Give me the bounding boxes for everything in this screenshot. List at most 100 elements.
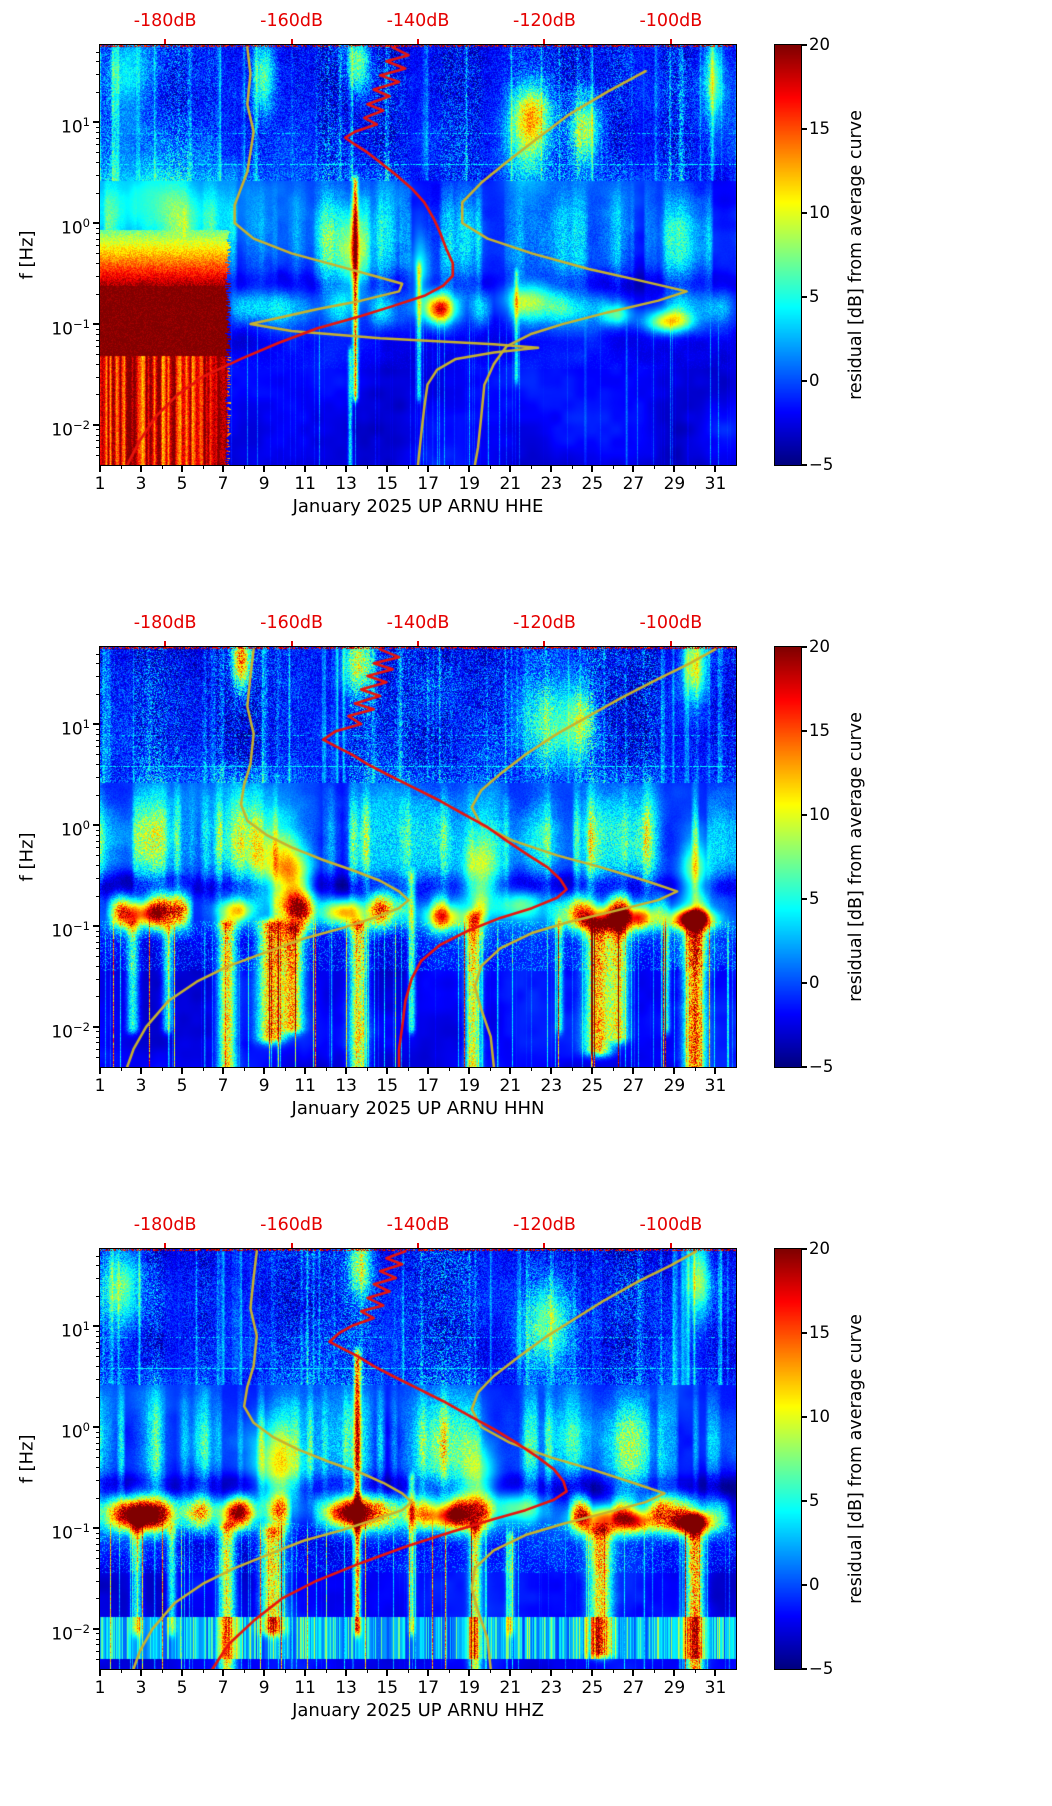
x-axis-tick bbox=[714, 1670, 717, 1676]
y-axis-minor-tick bbox=[96, 1543, 100, 1545]
y-axis-minor-tick bbox=[96, 1633, 100, 1635]
x-axis-minor-tick bbox=[448, 466, 450, 469]
colorbar-tick bbox=[802, 730, 807, 732]
x-tick-label: 17 bbox=[417, 1678, 440, 1698]
colorbar-tick bbox=[802, 464, 807, 466]
y-axis-minor-tick bbox=[96, 1638, 100, 1640]
colorbar-tick bbox=[802, 380, 807, 382]
x-axis-minor-tick bbox=[489, 466, 491, 469]
x-tick-label: 9 bbox=[258, 1076, 270, 1096]
x-axis-minor-tick bbox=[325, 1670, 327, 1673]
y-tick-label: 10−1 bbox=[51, 1520, 90, 1544]
y-axis-minor-tick bbox=[96, 333, 100, 335]
x-axis-tick bbox=[591, 1670, 594, 1676]
x-axis-tick bbox=[386, 1068, 389, 1074]
x-axis-tick bbox=[140, 1068, 143, 1074]
x-tick-label: 3 bbox=[135, 474, 147, 494]
y-axis-minor-tick bbox=[96, 1532, 100, 1534]
x-axis-tick bbox=[673, 466, 676, 472]
x-axis-tick bbox=[509, 1068, 512, 1074]
x-axis-minor-tick bbox=[571, 1670, 573, 1673]
y-axis-minor-tick bbox=[96, 434, 100, 436]
y-tick-label: 101 bbox=[61, 717, 90, 740]
y-axis-minor-tick bbox=[96, 263, 100, 265]
y-axis-tick bbox=[93, 1325, 100, 1328]
y-axis-minor-tick bbox=[96, 754, 100, 756]
y-axis-minor-tick bbox=[96, 73, 100, 75]
y-axis-label: f [Hz] bbox=[16, 832, 38, 882]
top-db-axis-label: -120dB bbox=[513, 11, 576, 31]
y-axis-minor-tick bbox=[96, 1550, 100, 1552]
x-axis-minor-tick bbox=[612, 466, 614, 469]
colorbar-tick bbox=[802, 1500, 807, 1502]
colorbar-tick-label: 15 bbox=[809, 119, 830, 138]
top-db-axis-label: -120dB bbox=[513, 613, 576, 633]
colorbar-canvas bbox=[774, 646, 802, 1068]
y-axis-minor-tick bbox=[96, 174, 100, 176]
x-axis-minor-tick bbox=[407, 466, 409, 469]
x-tick-label: 29 bbox=[663, 1678, 686, 1698]
x-axis-minor-tick bbox=[571, 1068, 573, 1071]
top-db-axis-label: -120dB bbox=[513, 1215, 576, 1235]
x-axis-tick bbox=[673, 1068, 676, 1074]
x-tick-label: 3 bbox=[135, 1076, 147, 1096]
x-axis-minor-tick bbox=[694, 1670, 696, 1673]
x-axis-minor-tick bbox=[120, 1670, 122, 1673]
y-tick-label: 10−1 bbox=[51, 918, 90, 942]
y-axis-minor-tick bbox=[96, 895, 100, 897]
y-axis-minor-tick bbox=[96, 776, 100, 778]
x-axis-tick bbox=[591, 1068, 594, 1074]
y-axis-minor-tick bbox=[96, 328, 100, 330]
x-tick-label: 1 bbox=[94, 1076, 106, 1096]
y-tick-label: 10−1 bbox=[51, 316, 90, 340]
colorbar-tick bbox=[802, 1584, 807, 1586]
top-db-axis-tick bbox=[669, 39, 672, 44]
x-axis-tick bbox=[386, 466, 389, 472]
x-axis-tick bbox=[468, 466, 471, 472]
colorbar-tick bbox=[802, 44, 807, 46]
x-tick-label: 15 bbox=[376, 474, 399, 494]
y-axis-minor-tick bbox=[96, 364, 100, 366]
x-tick-label: 1 bbox=[94, 474, 106, 494]
spectrogram-canvas-hhn bbox=[99, 646, 737, 1068]
y-axis-minor-tick bbox=[96, 354, 100, 356]
x-axis-minor-tick bbox=[530, 466, 532, 469]
x-tick-label: 19 bbox=[458, 1678, 481, 1698]
x-axis-tick bbox=[181, 1670, 184, 1676]
x-axis-tick bbox=[222, 1068, 225, 1074]
x-tick-label: 21 bbox=[499, 1076, 522, 1096]
y-axis-minor-tick bbox=[96, 394, 100, 396]
y-axis-minor-tick bbox=[96, 1341, 100, 1343]
x-tick-label: 19 bbox=[458, 474, 481, 494]
x-axis-tick bbox=[427, 466, 430, 472]
y-axis-minor-tick bbox=[96, 978, 100, 980]
y-axis-label: f [Hz] bbox=[16, 230, 38, 280]
y-axis-minor-tick bbox=[96, 733, 100, 735]
y-axis-minor-tick bbox=[96, 1277, 100, 1279]
y-axis-minor-tick bbox=[96, 245, 100, 247]
y-axis-minor-tick bbox=[96, 238, 100, 240]
y-tick-label: 100 bbox=[61, 1419, 90, 1443]
y-axis-minor-tick bbox=[96, 1348, 100, 1350]
colorbar-tick-label: 15 bbox=[809, 1323, 830, 1342]
x-axis-tick bbox=[304, 1068, 307, 1074]
colorbar-tick-label: 15 bbox=[809, 721, 830, 740]
colorbar-label: residual [dB] from average curve bbox=[846, 1314, 866, 1604]
spectrogram-canvas-hhz bbox=[99, 1248, 737, 1670]
y-axis-tick bbox=[93, 1425, 100, 1428]
x-tick-label: 31 bbox=[704, 474, 727, 494]
x-tick-label: 5 bbox=[176, 474, 188, 494]
y-axis-minor-tick bbox=[96, 1049, 100, 1051]
y-axis-minor-tick bbox=[96, 144, 100, 146]
x-tick-label: 23 bbox=[540, 474, 563, 494]
x-tick-label: 25 bbox=[581, 1076, 604, 1096]
colorbar-tick bbox=[802, 1248, 807, 1250]
x-axis-tick bbox=[673, 1670, 676, 1676]
y-axis-minor-tick bbox=[96, 1356, 100, 1358]
y-axis-minor-tick bbox=[96, 376, 100, 378]
x-axis-tick bbox=[632, 1068, 635, 1074]
x-tick-label: 21 bbox=[499, 1678, 522, 1698]
x-tick-label: 21 bbox=[499, 474, 522, 494]
x-tick-label: 29 bbox=[663, 474, 686, 494]
x-axis-minor-tick bbox=[694, 1068, 696, 1071]
